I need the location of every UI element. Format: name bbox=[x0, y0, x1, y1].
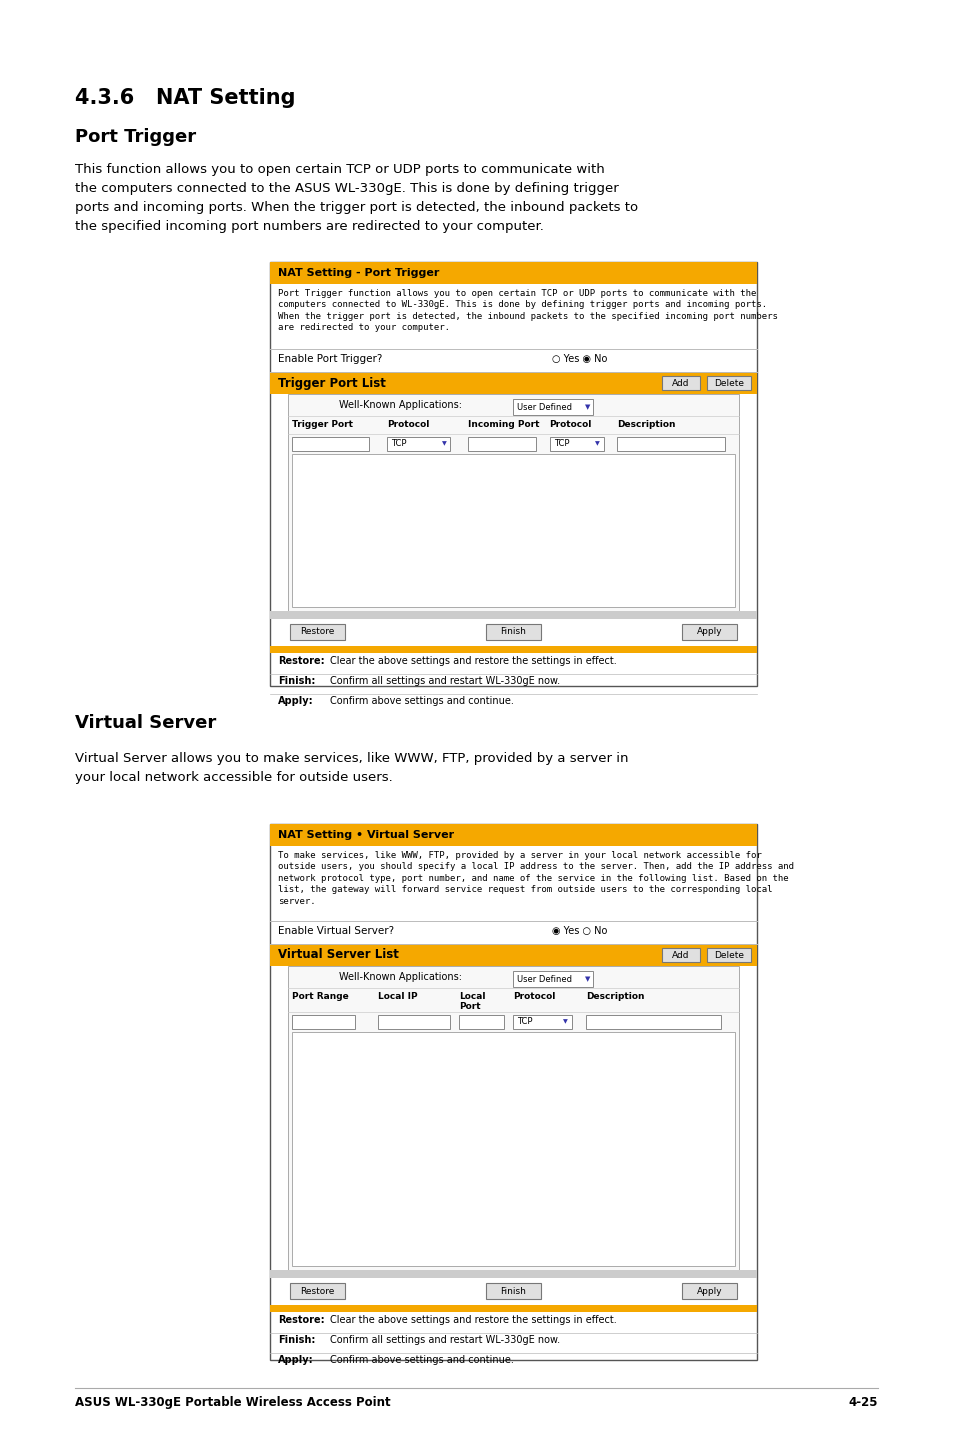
Text: This function allows you to open certain TCP or UDP ports to communicate with
th: This function allows you to open certain… bbox=[75, 162, 638, 233]
Text: Finish: Finish bbox=[500, 627, 526, 637]
Bar bbox=[706, 948, 750, 962]
Bar bbox=[485, 624, 540, 640]
Text: Protocol: Protocol bbox=[549, 420, 591, 429]
Text: 4.3.6   NAT Setting: 4.3.6 NAT Setting bbox=[75, 88, 295, 108]
Bar bbox=[661, 375, 700, 390]
Text: Description: Description bbox=[585, 992, 643, 1001]
Bar bbox=[377, 1015, 450, 1030]
Text: Clear the above settings and restore the settings in effect.: Clear the above settings and restore the… bbox=[330, 656, 616, 666]
Bar bbox=[292, 1015, 355, 1030]
Bar bbox=[270, 646, 757, 653]
Bar bbox=[270, 262, 757, 686]
Text: Local IP: Local IP bbox=[377, 992, 417, 1001]
Text: Enable Port Trigger?: Enable Port Trigger? bbox=[277, 354, 382, 364]
Text: Description: Description bbox=[617, 420, 675, 429]
Text: Well-Known Applications:: Well-Known Applications: bbox=[339, 400, 462, 410]
Bar bbox=[270, 824, 757, 846]
Text: Incoming Port: Incoming Port bbox=[468, 420, 539, 429]
Bar bbox=[288, 966, 739, 1270]
Bar bbox=[270, 372, 757, 394]
Text: TCP: TCP bbox=[553, 440, 569, 449]
Text: ▼: ▼ bbox=[584, 404, 590, 410]
Bar bbox=[485, 1283, 540, 1299]
Text: Apply:: Apply: bbox=[277, 1355, 314, 1365]
Bar bbox=[270, 611, 757, 618]
Text: Virtual Server allows you to make services, like WWW, FTP, provided by a server : Virtual Server allows you to make servic… bbox=[75, 752, 628, 784]
Bar bbox=[513, 1015, 572, 1030]
Bar bbox=[459, 1015, 504, 1030]
Bar bbox=[549, 437, 603, 452]
Bar bbox=[292, 1032, 734, 1265]
Text: Restore:: Restore: bbox=[277, 656, 324, 666]
Text: Virtual Server List: Virtual Server List bbox=[277, 949, 398, 962]
Text: Trigger Port: Trigger Port bbox=[292, 420, 353, 429]
Text: Restore: Restore bbox=[300, 1287, 335, 1296]
Text: TCP: TCP bbox=[517, 1018, 533, 1027]
Text: Local
Port: Local Port bbox=[459, 992, 485, 1011]
Bar bbox=[585, 1015, 720, 1030]
Bar bbox=[513, 971, 593, 986]
Text: Clear the above settings and restore the settings in effect.: Clear the above settings and restore the… bbox=[330, 1314, 616, 1324]
Text: Well-Known Applications:: Well-Known Applications: bbox=[339, 972, 462, 982]
Bar bbox=[270, 1270, 757, 1278]
Text: Finish:: Finish: bbox=[277, 676, 315, 686]
Text: TCP: TCP bbox=[391, 440, 406, 449]
Text: Trigger Port List: Trigger Port List bbox=[277, 377, 385, 390]
Text: Port Range: Port Range bbox=[292, 992, 349, 1001]
Text: Add: Add bbox=[672, 378, 689, 387]
Text: Restore:: Restore: bbox=[277, 1314, 324, 1324]
Text: Apply: Apply bbox=[696, 627, 721, 637]
Text: 4-25: 4-25 bbox=[847, 1396, 877, 1409]
Text: ○ Yes ◉ No: ○ Yes ◉ No bbox=[552, 354, 607, 364]
Bar bbox=[681, 624, 737, 640]
Text: Confirm above settings and continue.: Confirm above settings and continue. bbox=[330, 1355, 514, 1365]
Bar bbox=[706, 375, 750, 390]
Text: Restore: Restore bbox=[300, 627, 335, 637]
Text: Protocol: Protocol bbox=[513, 992, 556, 1001]
Text: Enable Virtual Server?: Enable Virtual Server? bbox=[277, 926, 394, 936]
Text: Add: Add bbox=[672, 951, 689, 959]
Text: ◉ Yes ○ No: ◉ Yes ○ No bbox=[552, 926, 607, 936]
Text: Confirm all settings and restart WL-330gE now.: Confirm all settings and restart WL-330g… bbox=[330, 1334, 559, 1345]
Text: ▼: ▼ bbox=[441, 441, 446, 447]
Text: Port Trigger function allows you to open certain TCP or UDP ports to communicate: Port Trigger function allows you to open… bbox=[277, 289, 777, 332]
Bar bbox=[292, 454, 734, 607]
Text: Protocol: Protocol bbox=[387, 420, 429, 429]
Text: User Defined: User Defined bbox=[517, 403, 572, 411]
Bar bbox=[513, 398, 593, 416]
Text: To make services, like WWW, FTP, provided by a server in your local network acce: To make services, like WWW, FTP, provide… bbox=[277, 851, 793, 906]
Bar bbox=[468, 437, 536, 452]
Text: Delete: Delete bbox=[713, 378, 743, 387]
Text: Apply: Apply bbox=[696, 1287, 721, 1296]
Text: Apply:: Apply: bbox=[277, 696, 314, 706]
Bar bbox=[290, 624, 345, 640]
Bar bbox=[681, 1283, 737, 1299]
Text: Confirm above settings and continue.: Confirm above settings and continue. bbox=[330, 696, 514, 706]
Bar bbox=[270, 824, 757, 1360]
Bar bbox=[617, 437, 724, 452]
Bar bbox=[387, 437, 450, 452]
Bar bbox=[290, 1283, 345, 1299]
Bar bbox=[270, 943, 757, 966]
Text: Confirm all settings and restart WL-330gE now.: Confirm all settings and restart WL-330g… bbox=[330, 676, 559, 686]
Text: Finish:: Finish: bbox=[277, 1334, 315, 1345]
Bar bbox=[270, 262, 757, 283]
Text: Virtual Server: Virtual Server bbox=[75, 715, 216, 732]
Bar bbox=[661, 948, 700, 962]
Text: Delete: Delete bbox=[713, 951, 743, 959]
Text: ASUS WL-330gE Portable Wireless Access Point: ASUS WL-330gE Portable Wireless Access P… bbox=[75, 1396, 390, 1409]
Bar bbox=[288, 394, 739, 611]
Text: ▼: ▼ bbox=[563, 1020, 568, 1024]
Bar bbox=[270, 1306, 757, 1311]
Bar bbox=[292, 437, 368, 452]
Text: ▼: ▼ bbox=[584, 976, 590, 982]
Text: ▼: ▼ bbox=[595, 441, 599, 447]
Text: NAT Setting • Virtual Server: NAT Setting • Virtual Server bbox=[277, 830, 454, 840]
Text: User Defined: User Defined bbox=[517, 975, 572, 984]
Text: Finish: Finish bbox=[500, 1287, 526, 1296]
Text: NAT Setting - Port Trigger: NAT Setting - Port Trigger bbox=[277, 267, 439, 278]
Text: Port Trigger: Port Trigger bbox=[75, 128, 196, 147]
